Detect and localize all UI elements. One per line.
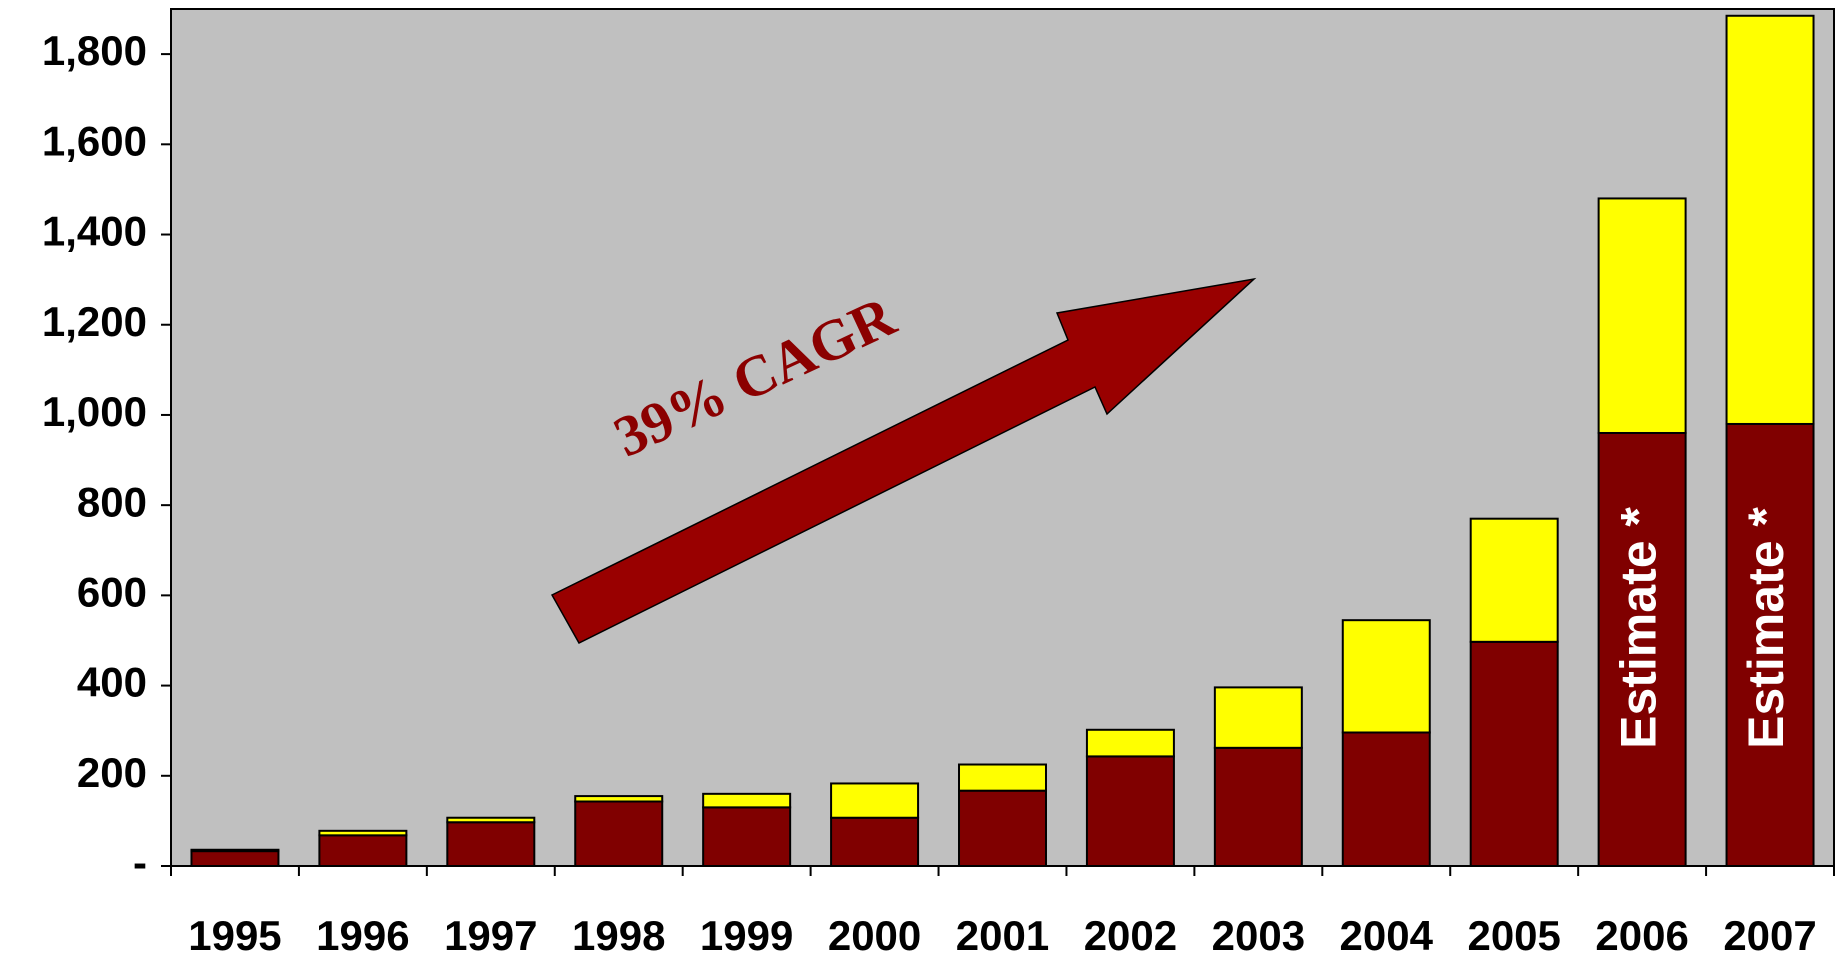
bar-segment — [830, 816, 920, 867]
x-tick-label: 1999 — [700, 912, 793, 959]
bar-segment — [190, 850, 280, 867]
x-tick-label: 2003 — [1212, 912, 1305, 959]
bar-segment — [574, 795, 664, 803]
y-tick-label: 200 — [77, 749, 147, 796]
x-tick-label: 1998 — [572, 912, 665, 959]
x-tick-label: 1995 — [188, 912, 281, 959]
bar-segment — [318, 829, 408, 837]
x-tick-label: 2005 — [1467, 912, 1560, 959]
x-tick-label: 2001 — [956, 912, 1049, 959]
bar-segment — [1597, 431, 1687, 867]
y-tick-label: 1,200 — [42, 298, 147, 345]
bar-segment — [1725, 14, 1815, 425]
y-tick-label: 400 — [77, 659, 147, 706]
bar-segment — [1725, 422, 1815, 867]
bar-segment — [958, 763, 1047, 792]
x-tick-label: 2000 — [828, 912, 921, 959]
estimate-label: Estimate * — [1610, 507, 1666, 749]
y-tick-label: 1,600 — [42, 117, 147, 164]
y-tick-label: 1,800 — [42, 27, 147, 74]
bar-segment — [958, 789, 1047, 867]
plot-area — [170, 8, 1835, 867]
bar-segment — [1085, 755, 1175, 868]
bar-segment — [446, 821, 536, 868]
x-tick-label: 2007 — [1723, 912, 1816, 959]
x-tick-label: 2004 — [1340, 912, 1434, 959]
bar-segment — [1085, 728, 1175, 758]
estimate-label: Estimate * — [1738, 507, 1794, 749]
y-tick-label: 600 — [77, 568, 147, 615]
y-tick-label: 1,400 — [42, 208, 147, 255]
bar-segment — [1213, 686, 1303, 749]
bar-segment — [1341, 731, 1431, 867]
bar-segment — [1469, 640, 1559, 867]
y-tick-label: 1,000 — [42, 388, 147, 435]
bar-segment — [1341, 619, 1431, 734]
bar-segment — [446, 816, 536, 824]
y-tick-label: 800 — [77, 478, 147, 525]
y-tick-label: - — [133, 839, 147, 886]
x-tick-label: 2006 — [1595, 912, 1688, 959]
bar-segment — [702, 806, 792, 867]
bar-segment — [190, 848, 280, 853]
x-tick-label: 2002 — [1084, 912, 1177, 959]
bar-segment — [318, 834, 408, 868]
bar-segment — [702, 792, 792, 809]
bar-segment — [830, 782, 920, 819]
bar-segment — [1469, 517, 1559, 643]
bar-segment — [574, 800, 664, 867]
growth-arrow — [550, 277, 1257, 644]
bar-segment — [1213, 746, 1303, 868]
x-tick-label: 1996 — [316, 912, 409, 959]
bar-segment — [1597, 197, 1687, 434]
x-tick-label: 1997 — [444, 912, 537, 959]
